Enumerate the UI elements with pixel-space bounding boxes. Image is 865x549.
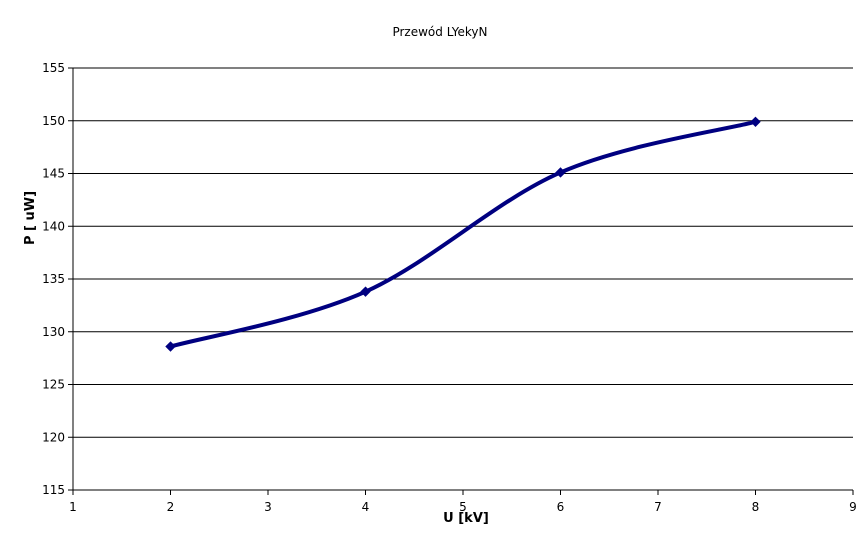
data-point-marker-2: [555, 167, 566, 178]
x-tick-label: 6: [557, 500, 565, 514]
y-tick-label: 135: [42, 272, 65, 286]
x-tick-label: 2: [167, 500, 175, 514]
y-tick-label: 150: [42, 114, 65, 128]
y-tick-label: 130: [42, 325, 65, 339]
x-tick-label: 3: [264, 500, 272, 514]
data-point-marker-3: [750, 116, 761, 128]
y-tick-label: 155: [42, 61, 65, 75]
y-tick-label: 125: [42, 378, 65, 392]
y-tick-label: 145: [42, 167, 65, 181]
y-axis-title: P [ uW]: [23, 191, 38, 245]
data-point-marker-1: [360, 286, 371, 297]
x-tick-label: 5: [459, 500, 467, 514]
x-axis-title: U [kV]: [443, 511, 489, 526]
series-line-0: [168, 119, 758, 349]
tick-labels: 115 120 125 130 135 140 145 150 155 1 2 3 4 5 6 7 8 9: [42, 61, 857, 514]
chart-title: Przewód LYekyN: [392, 25, 487, 39]
x-tick-label: 9: [849, 500, 857, 514]
y-tick-label: 140: [42, 219, 65, 233]
y-tick-label: 120: [42, 430, 65, 444]
x-tick-label: 4: [362, 500, 370, 514]
series-layer: [165, 116, 761, 352]
x-tick-label: 7: [654, 500, 662, 514]
x-tick-label: 8: [752, 500, 760, 514]
y-tick-label: 115: [42, 483, 65, 497]
gridlines: [73, 67, 853, 491]
x-tick-label: 1: [69, 500, 77, 514]
axes: [68, 67, 854, 495]
data-point-marker-0: [165, 341, 176, 352]
